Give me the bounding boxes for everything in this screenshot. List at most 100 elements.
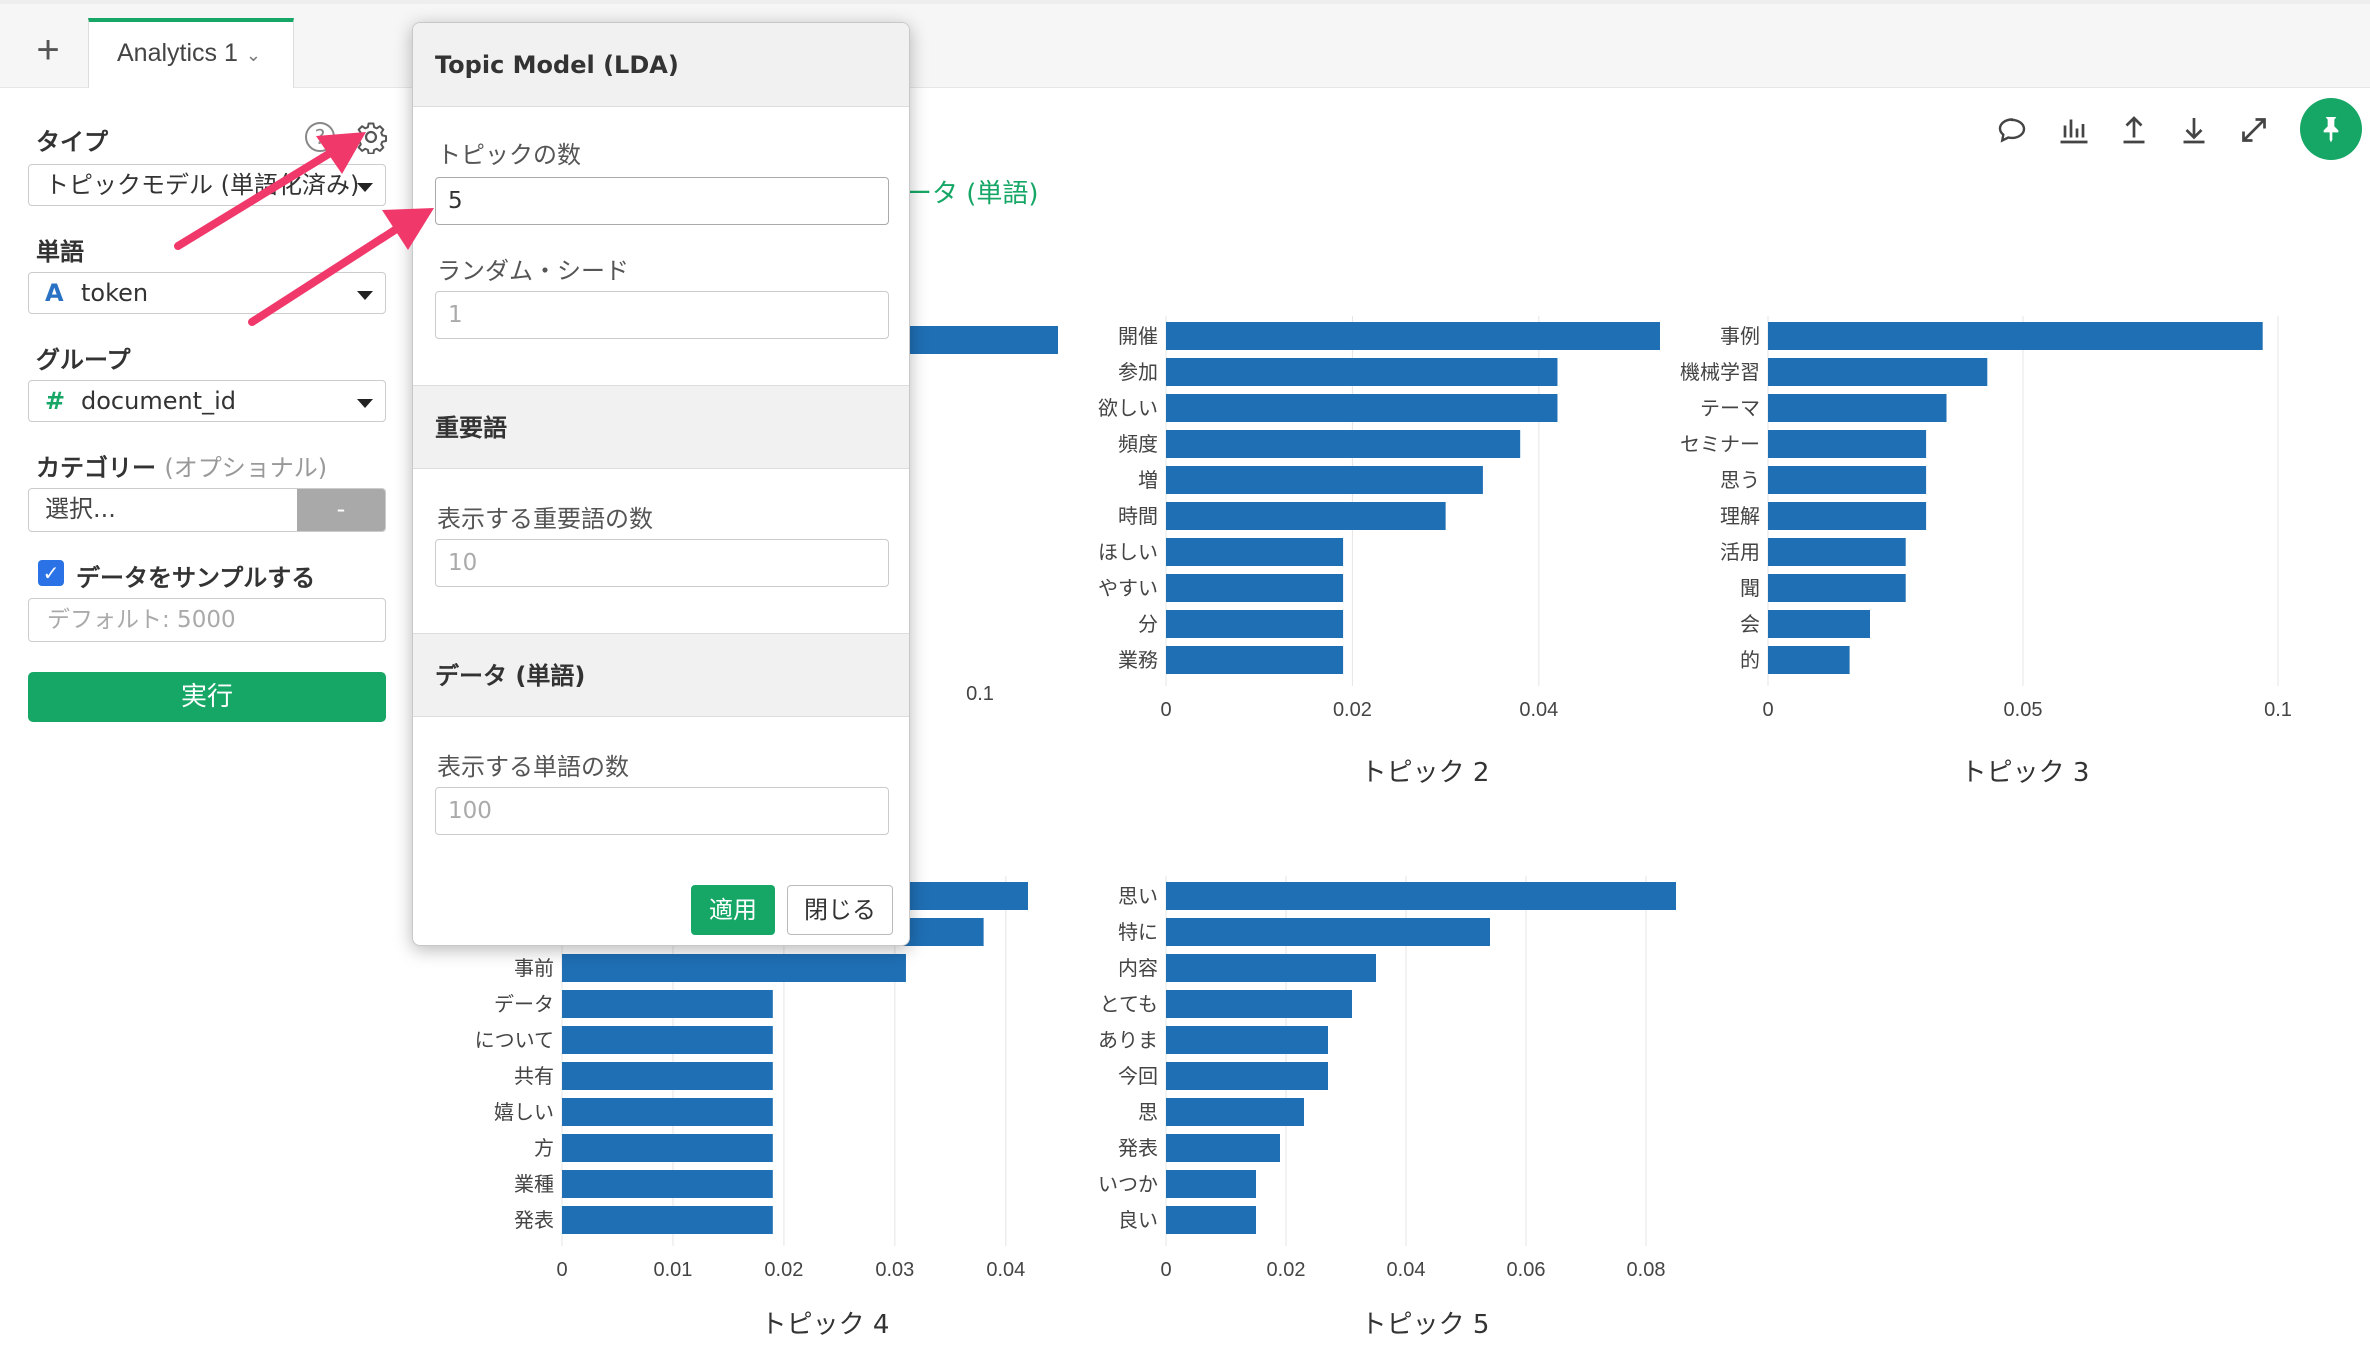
category-label: 事前 xyxy=(514,956,554,980)
chevron-down-icon[interactable]: ⌄ xyxy=(245,45,261,65)
category-label: 参加 xyxy=(1118,360,1158,384)
category-label: 機械学習 xyxy=(1680,360,1760,384)
expand-icon[interactable] xyxy=(2236,112,2272,148)
caret-down-icon xyxy=(357,399,373,408)
important-words-section: 重要語 xyxy=(413,385,909,469)
bar xyxy=(1768,394,1947,422)
category-label: セミナー xyxy=(1680,432,1760,456)
random-seed-input[interactable]: 1 xyxy=(435,291,889,339)
category-label: 活用 xyxy=(1720,540,1760,564)
bar xyxy=(562,990,773,1018)
x-tick-label: 0.01 xyxy=(653,1259,692,1281)
caret-down-icon xyxy=(357,183,373,192)
tab-label: Analytics 1 xyxy=(117,39,238,67)
bar xyxy=(1166,610,1344,638)
sample-size-input[interactable]: デフォルト: 5000 xyxy=(28,598,386,642)
bar xyxy=(1768,322,2263,350)
run-button[interactable]: 実行 xyxy=(28,672,386,722)
sample-checkbox[interactable]: ✓ xyxy=(38,560,64,586)
category-label: データ xyxy=(494,992,554,1016)
bar xyxy=(1166,358,1558,386)
group-select[interactable]: # document_id xyxy=(28,380,386,422)
category-clear-button[interactable]: - xyxy=(297,489,385,531)
bar xyxy=(1166,394,1558,422)
pin-button[interactable] xyxy=(2300,98,2362,160)
category-label: ほしい xyxy=(1098,540,1158,564)
category-label: 聞 xyxy=(1740,576,1760,600)
apply-button[interactable]: 適用 xyxy=(691,885,775,935)
type-select-value: トピックモデル (単語化済み) xyxy=(45,171,360,199)
x-tick-label: 0 xyxy=(556,1259,567,1281)
num-topics-input[interactable]: 5 xyxy=(435,177,889,225)
bar xyxy=(1166,882,1676,910)
bar xyxy=(1768,502,1927,530)
x-tick-label: 0.02 xyxy=(1267,1259,1306,1281)
type-label: タイプ xyxy=(36,128,108,156)
bar xyxy=(562,1026,773,1054)
x-tick-label: 0.04 xyxy=(986,1259,1025,1281)
topic-model-settings-dialog: Topic Model (LDA) トピックの数 5 ランダム・シード 1 重要… xyxy=(412,22,910,946)
chart-title: トピック 3 xyxy=(1960,758,2090,788)
x-tick-label: 0.06 xyxy=(1507,1259,1546,1281)
bar xyxy=(1166,646,1344,674)
bar xyxy=(562,954,906,982)
category-label: ありま xyxy=(1098,1028,1158,1052)
bar xyxy=(1166,954,1376,982)
category-label: 発表 xyxy=(514,1208,554,1232)
category-label: 今回 xyxy=(1118,1064,1158,1088)
close-button[interactable]: 閉じる xyxy=(787,885,893,935)
caret-down-icon xyxy=(357,291,373,300)
category-input[interactable]: 選択... xyxy=(45,495,116,523)
category-label: 的 xyxy=(1740,648,1760,672)
num-words-input[interactable]: 100 xyxy=(435,787,889,835)
help-icon[interactable]: ? xyxy=(305,122,335,152)
category-label: 開催 xyxy=(1118,324,1158,348)
category-label: 内容 xyxy=(1118,956,1158,980)
word-label: 単語 xyxy=(36,238,84,266)
bar xyxy=(1166,1026,1328,1054)
type-select[interactable]: トピックモデル (単語化済み) xyxy=(28,164,386,206)
bar xyxy=(1166,1170,1256,1198)
category-label: テーマ xyxy=(1700,396,1760,420)
upload-icon[interactable] xyxy=(2116,112,2152,148)
chart-title: トピック 5 xyxy=(1360,1310,1490,1340)
category-label: 思う xyxy=(1720,468,1760,492)
random-seed-label: ランダム・シード xyxy=(437,257,629,285)
bar xyxy=(562,1206,773,1234)
category-select[interactable]: 選択... - xyxy=(28,488,386,532)
chart-icon[interactable] xyxy=(2056,112,2092,148)
bar xyxy=(1166,990,1352,1018)
category-label: 嬉しい xyxy=(494,1100,554,1124)
category-label: 発表 xyxy=(1118,1136,1158,1160)
x-tick-label: 0.02 xyxy=(1333,699,1372,721)
bar xyxy=(562,1062,773,1090)
gear-icon[interactable] xyxy=(354,120,388,154)
category-label: カテゴリー (オプショナル) xyxy=(36,448,327,483)
x-tick-label: 0 xyxy=(1160,1259,1171,1281)
category-label: 良い xyxy=(1118,1208,1158,1232)
number-type-icon: # xyxy=(45,387,66,415)
tab-analytics-1[interactable]: Analytics 1 ⌄ xyxy=(88,18,294,88)
comment-icon[interactable] xyxy=(1994,112,2030,148)
bar xyxy=(1166,1134,1280,1162)
x-tick-label: 0.05 xyxy=(2004,699,2043,721)
bar xyxy=(562,1134,773,1162)
x-tick-label: 0.04 xyxy=(1387,1259,1426,1281)
group-label: グループ xyxy=(36,346,131,374)
category-label: について xyxy=(475,1028,554,1052)
category-label: やすい xyxy=(1098,576,1158,600)
chart-title: トピック 4 xyxy=(760,1310,890,1340)
category-label: 頻度 xyxy=(1118,432,1158,456)
x-tick-label: 0 xyxy=(1160,699,1171,721)
category-label: 思い xyxy=(1118,884,1158,908)
bar xyxy=(1166,466,1483,494)
top-divider xyxy=(0,0,2370,4)
category-label: 欲しい xyxy=(1098,396,1158,420)
data-words-section: データ (単語) xyxy=(413,633,909,717)
num-important-input[interactable]: 10 xyxy=(435,539,889,587)
download-icon[interactable] xyxy=(2176,112,2212,148)
bar xyxy=(1768,430,1927,458)
add-tab-button[interactable]: + xyxy=(36,28,60,72)
